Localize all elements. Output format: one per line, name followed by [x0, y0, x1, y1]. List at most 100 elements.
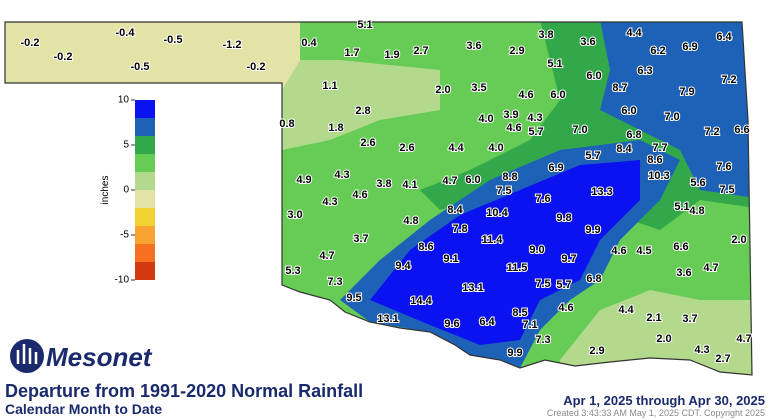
legend-tick-label: 10: [118, 95, 130, 106]
station-value: 2.0: [435, 84, 450, 96]
station-value: 11.5: [507, 262, 528, 274]
station-value: 7.5: [496, 185, 511, 197]
station-value: 13.1: [462, 282, 483, 294]
legend-swatch: [135, 118, 155, 136]
station-value: 4.4: [618, 304, 634, 316]
station-value: 0.4: [301, 37, 317, 49]
station-value: 7.3: [327, 276, 342, 288]
station-value: 7.6: [535, 193, 550, 205]
station-value: 5.1: [547, 58, 562, 70]
station-value: 13.1: [377, 313, 398, 325]
legend-swatch: [135, 244, 155, 262]
station-value: -0.2: [247, 61, 266, 73]
logo: Mesonet: [10, 339, 153, 373]
station-value: 4.6: [352, 189, 367, 201]
station-value: 3.5: [471, 82, 486, 94]
station-value: 7.0: [664, 111, 679, 123]
station-value: 6.4: [716, 31, 732, 43]
station-value: 9.9: [585, 224, 600, 236]
station-value: 2.9: [509, 45, 524, 57]
legend-label: inches: [100, 176, 111, 205]
station-value: -0.5: [164, 34, 183, 46]
station-value: 9.1: [443, 253, 458, 265]
station-value: 7.5: [719, 184, 734, 196]
station-value: 6.9: [682, 41, 697, 53]
station-value: 7.7: [652, 142, 667, 154]
station-value: 8.6: [647, 154, 662, 166]
station-value: 4.3: [527, 112, 542, 124]
station-value: 4.8: [689, 205, 704, 217]
station-value: 6.6: [734, 124, 749, 136]
station-value: 8.4: [447, 204, 463, 216]
station-value: 3.6: [466, 40, 481, 52]
station-value: 2.9: [589, 345, 604, 357]
station-value: 4.3: [334, 169, 349, 181]
legend-swatch: [135, 136, 155, 154]
station-value: 1.1: [322, 80, 337, 92]
station-value: 2.7: [715, 353, 730, 365]
station-value: 3.8: [538, 29, 553, 41]
station-value: 8.7: [612, 82, 627, 94]
station-value: 5.7: [556, 279, 571, 291]
station-value: 4.7: [442, 175, 457, 187]
station-value: 3.7: [353, 233, 368, 245]
station-value: 7.5: [535, 278, 550, 290]
station-value: 3.7: [682, 313, 697, 325]
legend-swatch: [135, 190, 155, 208]
legend-swatch: [135, 100, 155, 118]
station-value: 1.9: [384, 49, 399, 61]
station-value: 9.9: [507, 347, 522, 359]
station-value: 0.8: [279, 118, 294, 130]
station-value: 5.7: [585, 150, 600, 162]
station-value: 9.7: [561, 253, 576, 265]
state-outline: [4, 21, 753, 376]
station-value: 2.0: [656, 333, 671, 345]
station-value: 6.9: [548, 162, 563, 174]
legend-swatch: [135, 172, 155, 190]
station-value: 4.6: [558, 302, 573, 314]
station-value: 5.3: [285, 265, 300, 277]
station-value: 4.0: [478, 113, 493, 125]
station-value: 5.7: [528, 126, 543, 138]
station-value: 3.9: [503, 109, 518, 121]
station-value: 4.5: [636, 245, 651, 257]
station-value: 3.0: [287, 209, 302, 221]
station-value: 14.4: [410, 295, 432, 307]
station-value: 7.9: [679, 86, 694, 98]
station-value: -0.2: [21, 37, 40, 49]
station-value: 2.0: [731, 234, 746, 246]
station-value: 4.4: [626, 27, 642, 39]
station-value: 7.6: [716, 161, 731, 173]
station-value: 7.0: [572, 124, 587, 136]
legend-tick-label: 5: [123, 140, 129, 151]
credit: Created 3:43:33 AM May 1, 2025 CDT. Copy…: [547, 408, 765, 418]
station-value: 4.8: [403, 215, 418, 227]
station-value: 2.7: [413, 45, 428, 57]
station-value: 9.0: [529, 244, 544, 256]
station-value: 4.7: [736, 333, 751, 345]
legend-tick-label: -10: [115, 275, 130, 286]
station-value: 7.3: [535, 334, 550, 346]
station-value: 6.8: [626, 129, 641, 141]
legend-swatch: [135, 208, 155, 226]
legend-swatch: [135, 154, 155, 172]
station-value: 3.8: [376, 178, 391, 190]
station-value: 6.6: [673, 241, 688, 253]
station-value: 8.8: [502, 171, 517, 183]
station-value: 6.3: [637, 65, 652, 77]
legend-swatch: [135, 262, 155, 280]
station-value: 9.8: [556, 212, 571, 224]
station-value: 13.3: [591, 186, 612, 198]
station-value: 4.9: [296, 174, 311, 186]
legend-swatch: [135, 226, 155, 244]
station-value: 10.3: [648, 170, 669, 182]
station-value: -0.2: [54, 51, 73, 63]
station-value: 4.7: [703, 262, 718, 274]
title: Departure from 1991-2020 Normal Rainfall: [5, 381, 363, 401]
station-values: -0.2 -0.2 -0.4 -0.5 -0.5 -1.2 -0.2 0.4 5.1 1.7 1.9…: [20, 18, 753, 366]
station-value: 3.6: [676, 267, 691, 279]
logo-text: Mesonet: [46, 342, 153, 372]
station-value: 7.2: [721, 74, 736, 86]
station-value: 3.6: [580, 36, 595, 48]
